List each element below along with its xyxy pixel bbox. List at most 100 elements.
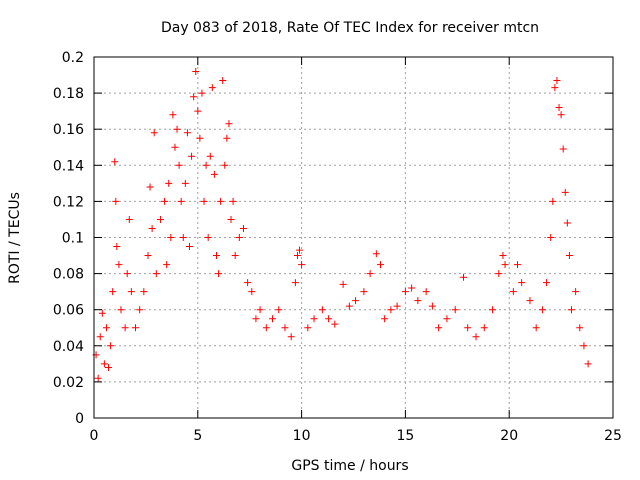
data-point xyxy=(252,315,260,323)
data-point xyxy=(366,270,374,278)
data-point xyxy=(248,288,256,296)
data-point xyxy=(269,315,277,323)
data-point xyxy=(559,145,567,153)
data-point xyxy=(572,288,580,296)
data-point xyxy=(538,306,546,314)
axis-ticks: 0 5 10 15 20 25 0 0.02 0.04 0.06 0.08 0.1 0.12 0.14 0.… xyxy=(53,50,622,444)
data-point xyxy=(244,279,252,287)
data-point xyxy=(563,219,571,227)
y-tick-label: 0.02 xyxy=(53,375,84,391)
data-point xyxy=(105,363,113,371)
data-point xyxy=(231,252,239,260)
data-point xyxy=(113,243,121,251)
data-point xyxy=(163,261,171,269)
data-point xyxy=(217,197,225,205)
data-point xyxy=(102,324,110,332)
data-point xyxy=(239,224,247,232)
data-point xyxy=(196,134,204,142)
data-point xyxy=(549,197,557,205)
data-point xyxy=(561,188,569,196)
y-tick-label: 0.12 xyxy=(53,194,84,210)
data-point xyxy=(202,161,210,169)
data-point xyxy=(443,315,451,323)
data-point xyxy=(408,284,416,292)
data-point xyxy=(381,315,389,323)
data-point xyxy=(318,306,326,314)
data-point xyxy=(225,120,233,128)
data-point xyxy=(140,288,148,296)
data-point xyxy=(198,89,206,97)
data-point xyxy=(210,170,218,178)
data-point xyxy=(171,143,179,151)
data-point xyxy=(117,306,125,314)
data-point xyxy=(372,250,380,258)
data-point xyxy=(296,246,304,254)
x-axis-label: GPS time / hours xyxy=(291,458,408,474)
data-point xyxy=(460,273,468,281)
data-point xyxy=(146,183,154,191)
data-point xyxy=(179,234,187,241)
data-point xyxy=(495,270,503,278)
data-point xyxy=(165,179,173,187)
data-point xyxy=(96,333,104,341)
y-axis-label: ROTI / TECUs xyxy=(7,192,23,284)
data-point xyxy=(345,302,353,310)
data-point xyxy=(219,76,227,84)
data-point xyxy=(499,252,507,260)
data-point xyxy=(393,302,401,310)
data-point xyxy=(144,252,152,260)
data-point xyxy=(281,324,289,332)
data-point xyxy=(526,297,534,305)
data-point xyxy=(551,84,559,92)
data-point xyxy=(543,279,551,287)
data-point xyxy=(501,261,509,269)
data-point xyxy=(123,270,131,278)
data-point xyxy=(121,324,129,332)
data-point xyxy=(192,67,200,75)
data-point xyxy=(125,215,133,223)
data-point xyxy=(148,224,156,232)
data-point xyxy=(339,280,347,288)
y-tick-label: 0 xyxy=(75,411,84,427)
data-point xyxy=(422,288,430,296)
data-point xyxy=(204,234,212,241)
data-point xyxy=(555,104,563,112)
data-point xyxy=(331,320,339,328)
data-point xyxy=(547,234,555,241)
data-point xyxy=(235,234,243,241)
data-point xyxy=(156,215,164,223)
data-point xyxy=(293,252,301,260)
data-point xyxy=(509,288,517,296)
data-point xyxy=(127,288,135,296)
chart-title: Day 083 of 2018, Rate Of TEC Index for r… xyxy=(161,20,539,36)
x-tick-label: 25 xyxy=(604,428,622,444)
data-point xyxy=(112,197,120,205)
y-tick-label: 0.04 xyxy=(53,339,84,355)
x-tick-label: 5 xyxy=(193,428,202,444)
data-point xyxy=(109,288,117,296)
data-point xyxy=(173,125,181,133)
data-point xyxy=(298,261,306,269)
data-point xyxy=(175,161,183,169)
data-point xyxy=(169,111,177,119)
y-tick-label: 0.14 xyxy=(53,158,84,174)
data-point xyxy=(229,197,237,205)
data-point xyxy=(489,306,497,314)
data-point xyxy=(414,297,422,305)
data-point xyxy=(161,197,169,205)
data-point xyxy=(451,306,459,314)
data-point xyxy=(136,306,144,314)
x-tick-label: 15 xyxy=(396,428,414,444)
y-tick-label: 0.2 xyxy=(62,50,84,66)
data-points xyxy=(92,67,592,382)
data-point xyxy=(310,315,318,323)
data-point xyxy=(181,179,189,187)
data-point xyxy=(115,261,123,269)
data-point xyxy=(472,333,480,341)
data-point xyxy=(223,134,231,142)
data-point xyxy=(480,324,488,332)
data-point xyxy=(200,197,208,205)
data-point xyxy=(167,234,175,241)
data-point xyxy=(584,360,592,368)
